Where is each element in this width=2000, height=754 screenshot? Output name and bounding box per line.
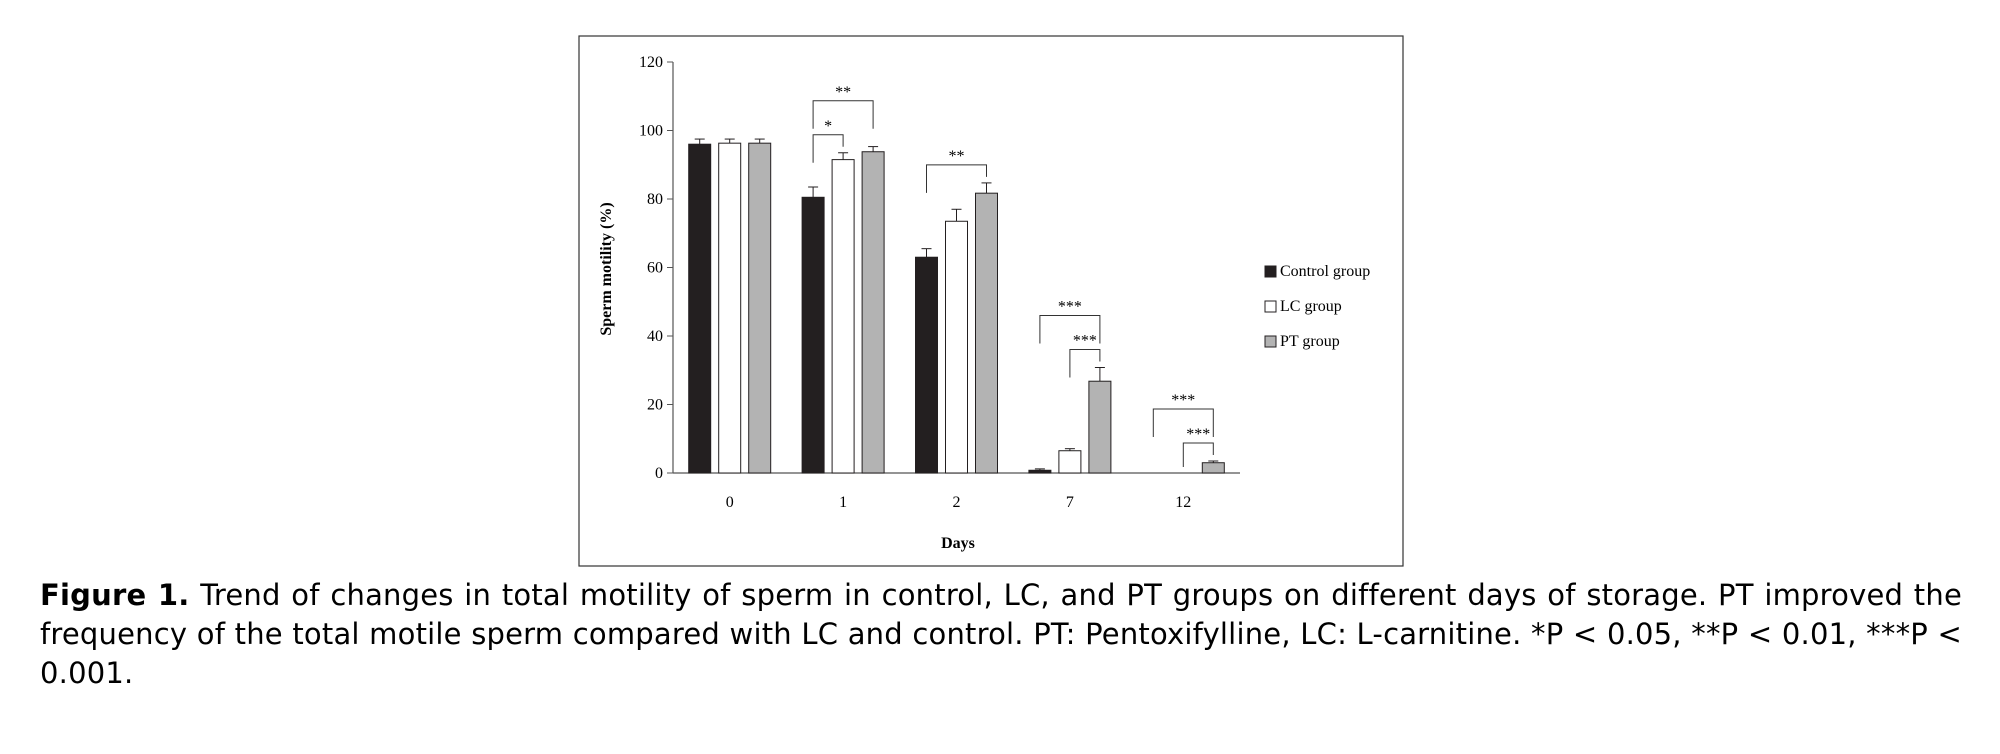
bar [1058,450,1082,474]
significance-label: *** [1186,426,1210,443]
bar [1028,469,1052,474]
y-tick-label: 100 [639,123,663,140]
significance-label: *** [1073,333,1097,350]
significance-label: ** [949,148,965,165]
legend: Control group LC group PT group [1264,263,1370,350]
y-tick-label: 60 [647,260,663,277]
x-tick-label: 1 [839,494,847,511]
x-tick-label: 7 [1066,494,1074,511]
bar [1201,462,1225,474]
y-tick-label: 20 [647,397,663,414]
y-axis-label: Sperm motility (%) [598,202,615,335]
significance-bracket [812,134,844,163]
caption-label: Figure 1. [40,578,190,612]
significance-bracket [812,100,874,129]
bar [801,196,825,474]
significance-bracket [926,164,987,193]
bar [688,143,712,474]
x-axis-label: Days [941,535,975,552]
legend-label: Control group [1280,263,1370,280]
figure-caption: Figure 1. Trend of changes in total moti… [40,576,1962,693]
bar [831,159,855,474]
significance-label: * [824,118,832,135]
significance-bracket [1182,442,1214,467]
bar [975,192,998,474]
x-tick-label: 12 [1175,494,1191,511]
legend-label: LC group [1280,298,1342,315]
bar [915,256,938,474]
y-tick-label: 0 [655,465,663,482]
bar [718,142,742,474]
significance-bracket [1039,315,1101,344]
y-tick-label: 80 [647,191,663,208]
bar [861,151,885,474]
significance-label: ** [835,84,851,101]
y-tick-label: 120 [639,54,663,71]
significance-label: *** [1058,299,1082,316]
bar [1088,380,1112,474]
legend-swatch [1264,265,1277,278]
significance-brackets: ***************** [812,84,1214,467]
significance-bracket [1152,408,1214,438]
legend-swatch [1264,335,1277,348]
y-tick-label: 40 [647,328,663,345]
x-tick-label: 0 [726,494,734,511]
bar [748,142,772,474]
x-tick-label: 2 [953,494,961,511]
significance-label: *** [1171,392,1195,409]
bars [688,138,1225,474]
legend-label: PT group [1280,333,1340,350]
significance-bracket [1069,349,1101,378]
caption-text: Trend of changes in total motility of sp… [40,578,1963,690]
bar [945,220,968,474]
legend-swatch [1264,300,1277,313]
